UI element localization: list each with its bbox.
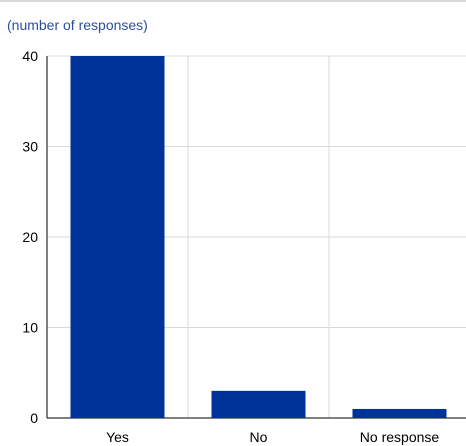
- y-tick-label: 10: [22, 320, 38, 336]
- bar-no: [211, 390, 306, 418]
- x-tick-label: Yes: [106, 429, 129, 445]
- top-rule: [0, 0, 466, 2]
- y-tick-label: 30: [22, 139, 38, 155]
- y-tick-label: 40: [22, 48, 38, 64]
- x-tick-label: No response: [360, 429, 440, 445]
- y-tick-label: 20: [22, 229, 38, 245]
- bar-yes: [70, 56, 165, 418]
- y-tick-label: 0: [30, 410, 38, 426]
- x-tick-label: No: [250, 429, 268, 445]
- chart-subtitle: (number of responses): [7, 17, 148, 33]
- bar-no-response: [352, 408, 447, 418]
